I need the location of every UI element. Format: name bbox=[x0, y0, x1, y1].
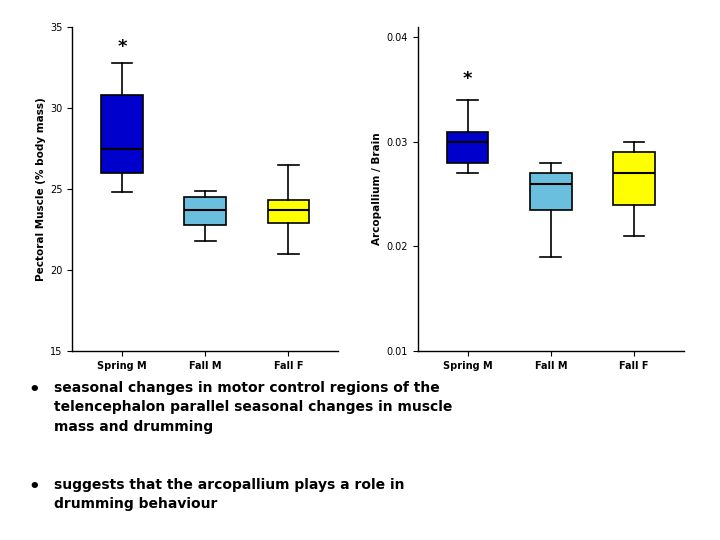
Text: •: • bbox=[29, 478, 40, 496]
PathPatch shape bbox=[268, 200, 310, 223]
Y-axis label: Pectoral Muscle (% body mass): Pectoral Muscle (% body mass) bbox=[35, 97, 45, 281]
PathPatch shape bbox=[101, 95, 143, 173]
Text: suggests that the arcopallium plays a role in
drumming behaviour: suggests that the arcopallium plays a ro… bbox=[54, 478, 405, 511]
Y-axis label: Arcopallium / Brain: Arcopallium / Brain bbox=[372, 133, 382, 245]
PathPatch shape bbox=[184, 197, 226, 225]
Text: •: • bbox=[29, 381, 40, 399]
Text: *: * bbox=[117, 38, 127, 56]
PathPatch shape bbox=[530, 173, 572, 210]
PathPatch shape bbox=[613, 152, 655, 205]
Text: seasonal changes in motor control regions of the
telencephalon parallel seasonal: seasonal changes in motor control region… bbox=[54, 381, 452, 434]
Text: *: * bbox=[463, 70, 472, 87]
PathPatch shape bbox=[446, 132, 488, 163]
